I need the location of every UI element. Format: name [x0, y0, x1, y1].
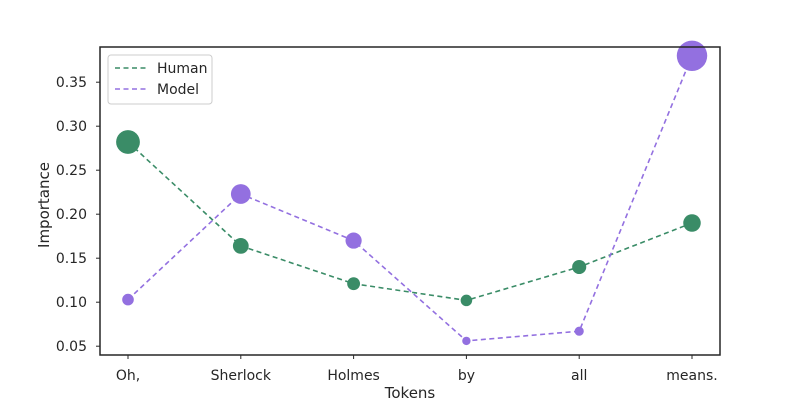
x-tick-label: all	[571, 368, 587, 384]
legend-model-label: Model	[157, 82, 199, 98]
x-tick-label: Holmes	[327, 368, 380, 384]
y-axis-title: Importance	[35, 162, 53, 248]
human-point-1	[232, 238, 249, 254]
x-tick-label: by	[458, 368, 475, 384]
y-tick-labels: 0.05 0.10 0.15 0.20 0.25 0.30 0.35	[56, 75, 100, 355]
y-tick-label: 0.25	[56, 163, 87, 179]
model-series-line	[127, 55, 693, 342]
y-tick-label: 0.20	[56, 207, 87, 223]
y-tick-label: 0.15	[56, 251, 87, 267]
model-point-2	[345, 232, 362, 249]
x-tick-label: Oh,	[116, 368, 140, 384]
human-point-2	[347, 277, 361, 291]
model-point-4	[574, 326, 584, 336]
x-tick-label: means.	[666, 368, 717, 384]
y-tick-label: 0.05	[56, 339, 87, 355]
human-point-4	[572, 259, 587, 275]
x-tick-labels: Oh, Sherlock Holmes by all means.	[116, 355, 718, 384]
human-point-3	[460, 294, 473, 307]
series-layer	[116, 40, 708, 346]
legend-human-label: Human	[157, 61, 208, 77]
model-point-3	[462, 336, 471, 346]
x-axis-title: Tokens	[384, 384, 436, 400]
plot-frame	[99, 46, 721, 356]
y-tick-label: 0.30	[56, 119, 87, 135]
x-tick-label: Sherlock	[211, 368, 272, 384]
human-series-line	[127, 141, 693, 302]
human-point-5	[683, 214, 701, 232]
y-tick-label: 0.10	[56, 295, 87, 311]
model-point-0	[122, 293, 134, 306]
legend: Human Model	[107, 54, 213, 105]
human-point-0	[116, 130, 140, 154]
model-point-1	[230, 184, 251, 204]
model-point-5	[676, 40, 708, 72]
y-tick-label: 0.35	[56, 75, 87, 91]
